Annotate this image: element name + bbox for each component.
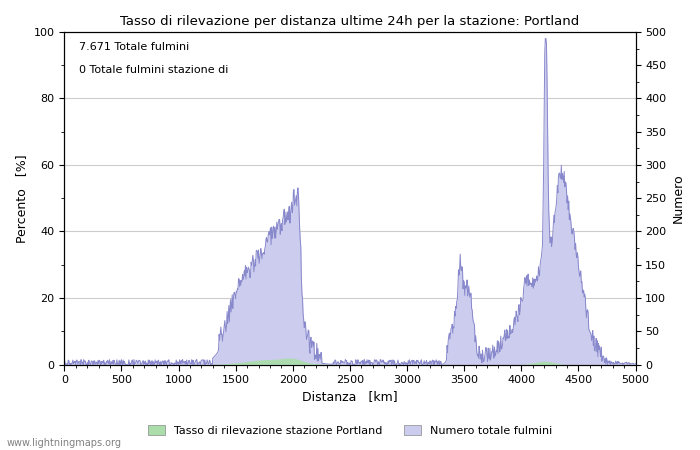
Y-axis label: Numero: Numero — [672, 173, 685, 223]
Text: 7.671 Totale fulmini: 7.671 Totale fulmini — [78, 42, 189, 52]
Legend: Tasso di rilevazione stazione Portland, Numero totale fulmini: Tasso di rilevazione stazione Portland, … — [144, 420, 556, 440]
Y-axis label: Percento   [%]: Percento [%] — [15, 154, 28, 243]
Title: Tasso di rilevazione per distanza ultime 24h per la stazione: Portland: Tasso di rilevazione per distanza ultime… — [120, 15, 580, 28]
X-axis label: Distanza   [km]: Distanza [km] — [302, 391, 398, 404]
Text: www.lightningmaps.org: www.lightningmaps.org — [7, 438, 122, 448]
Text: 0 Totale fulmini stazione di: 0 Totale fulmini stazione di — [78, 65, 228, 75]
